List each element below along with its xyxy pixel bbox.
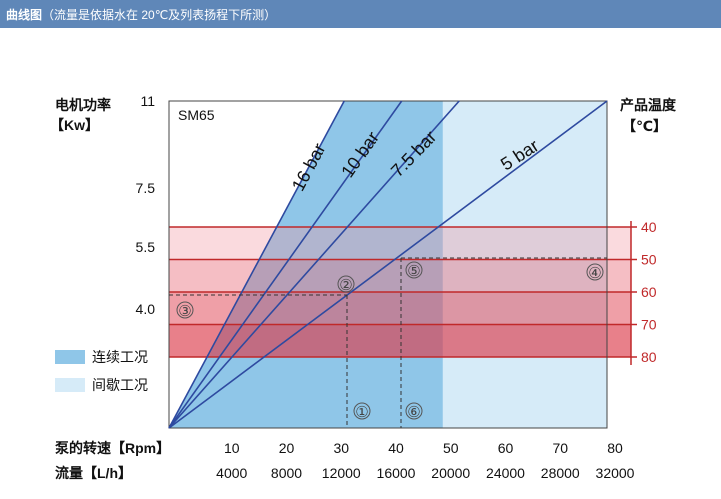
- rpm-tick-label: 70: [552, 440, 568, 456]
- temperature-band: [169, 227, 631, 260]
- series-line: [168, 100, 403, 429]
- rpm-tick-label: 20: [279, 440, 295, 456]
- right-axis-tick-label: 60: [641, 284, 657, 300]
- marker-label: ⑤: [407, 263, 420, 280]
- marker-label: ②: [339, 277, 352, 294]
- flow-tick-label: 28000: [541, 465, 580, 481]
- rpm-tick-label: 80: [607, 440, 623, 456]
- flow-tick-label: 12000: [322, 465, 361, 481]
- rpm-tick-label: 10: [224, 440, 240, 456]
- temperature-band: [169, 259, 631, 292]
- flow-tick-label: 32000: [596, 465, 635, 481]
- marker-circle: [586, 263, 604, 281]
- left-axis-title: 电机功率: [55, 97, 111, 113]
- model-label: SM65: [178, 107, 215, 123]
- rpm-tick-label: 40: [388, 440, 404, 456]
- left-axis-tick-label: 4.0: [136, 301, 156, 317]
- marker-label: ③: [178, 303, 191, 320]
- left-axis-unit: 【Kw】: [50, 117, 99, 133]
- marker-circle: [176, 301, 194, 319]
- legend-label: 间歇工况: [92, 377, 148, 393]
- header-title: 曲线图（流量是依据水在 20℃及列表扬程下所测）: [6, 6, 276, 23]
- plot-border: [168, 100, 608, 429]
- header-title-note: （流量是依据水在 20℃及列表扬程下所测）: [42, 8, 277, 22]
- series-line: [168, 100, 345, 429]
- flow-tick-label: 4000: [216, 465, 247, 481]
- rpm-tick-label: 60: [498, 440, 514, 456]
- marker-circle: [337, 275, 355, 293]
- temperature-band: [169, 292, 631, 325]
- marker-label: ④: [588, 265, 601, 282]
- right-axis-tick-label: 80: [641, 349, 657, 365]
- flow-tick-label: 16000: [377, 465, 416, 481]
- right-axis-tick-label: 70: [641, 317, 657, 333]
- flow-tick-label: 8000: [271, 465, 302, 481]
- flow-tick-label: 20000: [431, 465, 470, 481]
- marker-label: ⑥: [407, 404, 420, 421]
- right-axis-tick-label: 40: [641, 219, 657, 235]
- series-line: [168, 100, 460, 429]
- rpm-axis-title: 泵的转速【Rpm】: [55, 440, 170, 456]
- legend-swatch: [55, 350, 85, 364]
- series-line: [168, 100, 608, 429]
- right-axis-tick-label: 50: [641, 252, 657, 268]
- left-axis-tick-label: 11: [140, 93, 155, 109]
- header-banner: 曲线图（流量是依据水在 20℃及列表扬程下所测）: [0, 0, 721, 28]
- flow-axis-title: 流量【L/h】: [55, 465, 132, 481]
- legend-label: 连续工况: [92, 349, 148, 365]
- right-axis-unit: 【℃】: [622, 118, 667, 134]
- left-axis-tick-label: 7.5: [136, 180, 156, 196]
- marker-circle: [405, 261, 423, 279]
- left-axis-tick-label: 5.5: [136, 239, 156, 255]
- rpm-tick-label: 50: [443, 440, 459, 456]
- right-axis-title: 产品温度: [620, 97, 677, 113]
- marker-circle: [353, 402, 371, 420]
- rpm-tick-label: 30: [333, 440, 349, 456]
- legend-swatch: [55, 378, 85, 392]
- marker-circle: [405, 402, 423, 420]
- flow-tick-label: 24000: [486, 465, 525, 481]
- marker-label: ①: [355, 404, 368, 421]
- header-title-bold: 曲线图: [6, 8, 43, 22]
